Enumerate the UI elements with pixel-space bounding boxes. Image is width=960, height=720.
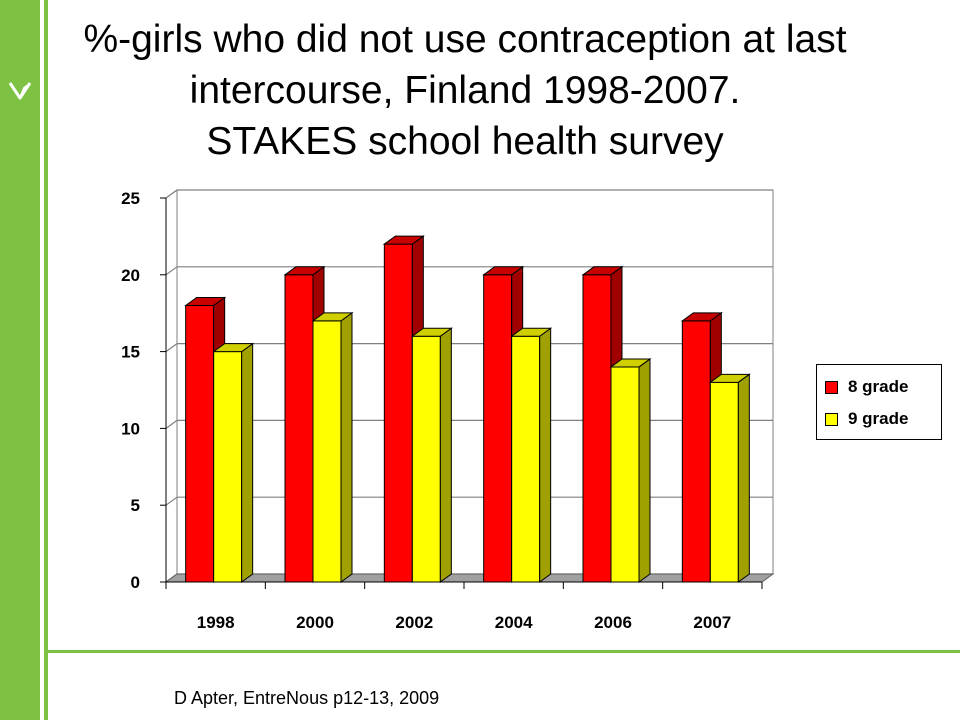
bar-side-9-grade-2000 [340,311,353,583]
x-tick-label: 2006 [594,613,632,632]
bar-top-8-grade-2000 [283,266,326,276]
bar-8-grade-2006 [582,274,612,583]
legend-item-9-grade: 9 grade [825,409,908,429]
bar-9-grade-2000 [312,320,342,583]
legend-label-9-grade: 9 grade [848,409,909,428]
bar-side-9-grade-2002 [439,327,452,583]
gridline [165,419,773,429]
x-tick-label: 2007 [693,613,731,632]
y-tick-label: 15 [121,343,140,362]
bar-side-9-grade-1998 [241,342,254,583]
y-tick-label: 10 [121,419,140,438]
bar-top-9-grade-2007 [708,373,751,383]
y-tick-label: 5 [131,496,140,515]
title-line-1: %-girls who did not use contraception at… [83,18,847,61]
sidebar-stripe [44,0,48,720]
gridline [165,189,773,199]
chart-side-wall [165,189,178,583]
bar-top-8-grade-2002 [382,235,425,245]
chart-legend: 8 grade 9 grade [816,364,942,440]
bar-9-grade-2002 [411,335,441,583]
bar-9-grade-2004 [511,335,541,583]
x-tick-label: 2002 [395,613,433,632]
x-tick-label: 2000 [296,613,334,632]
legend-label-8-grade: 8 grade [848,377,909,396]
bar-side-9-grade-2006 [638,357,651,583]
bar-top-8-grade-2006 [581,266,624,276]
gridline [165,496,773,506]
source-citation: D Apter, EntreNous p12-13, 2009 [174,688,440,708]
bar-top-8-grade-2004 [482,266,525,276]
bar-top-8-grade-2007 [680,312,723,322]
bar-9-grade-2006 [610,366,640,583]
bar-9-grade-1998 [213,351,243,583]
legend-swatch-8-grade [825,380,838,394]
bar-side-9-grade-2007 [737,373,750,583]
bar-top-8-grade-1998 [184,297,227,307]
bar-8-grade-2002 [383,243,413,583]
bar-top-9-grade-1998 [212,343,255,353]
bar-top-9-grade-2000 [311,312,354,322]
x-tick-label: 2004 [495,613,533,632]
sidebar-bar [0,0,40,720]
bar-8-grade-2007 [681,320,711,583]
bar-top-9-grade-2002 [410,327,453,337]
bar-top-9-grade-2004 [510,327,553,337]
legend-item-8-grade: 8 grade [825,377,908,397]
y-tick-label: 25 [121,189,140,208]
bar-8-grade-2004 [483,274,513,583]
gridline [165,266,773,276]
footer-rule [48,650,960,653]
title-line-3: STAKES school health survey [206,120,724,163]
gridline [165,343,773,353]
y-tick-label: 20 [121,266,140,285]
leaf-logo-icon [8,82,32,100]
bar-8-grade-2000 [284,274,314,583]
y-tick-label: 0 [131,573,140,592]
bar-side-9-grade-2004 [539,327,552,583]
title-line-2: intercourse, Finland 1998-2007. [189,69,741,112]
legend-swatch-9-grade [825,412,838,426]
bar-8-grade-1998 [185,305,215,583]
bar-9-grade-2007 [709,381,739,583]
bar-top-9-grade-2006 [609,358,652,368]
slide-title: %-girls who did not use contraception at… [50,14,880,167]
x-tick-label: 1998 [197,613,235,632]
